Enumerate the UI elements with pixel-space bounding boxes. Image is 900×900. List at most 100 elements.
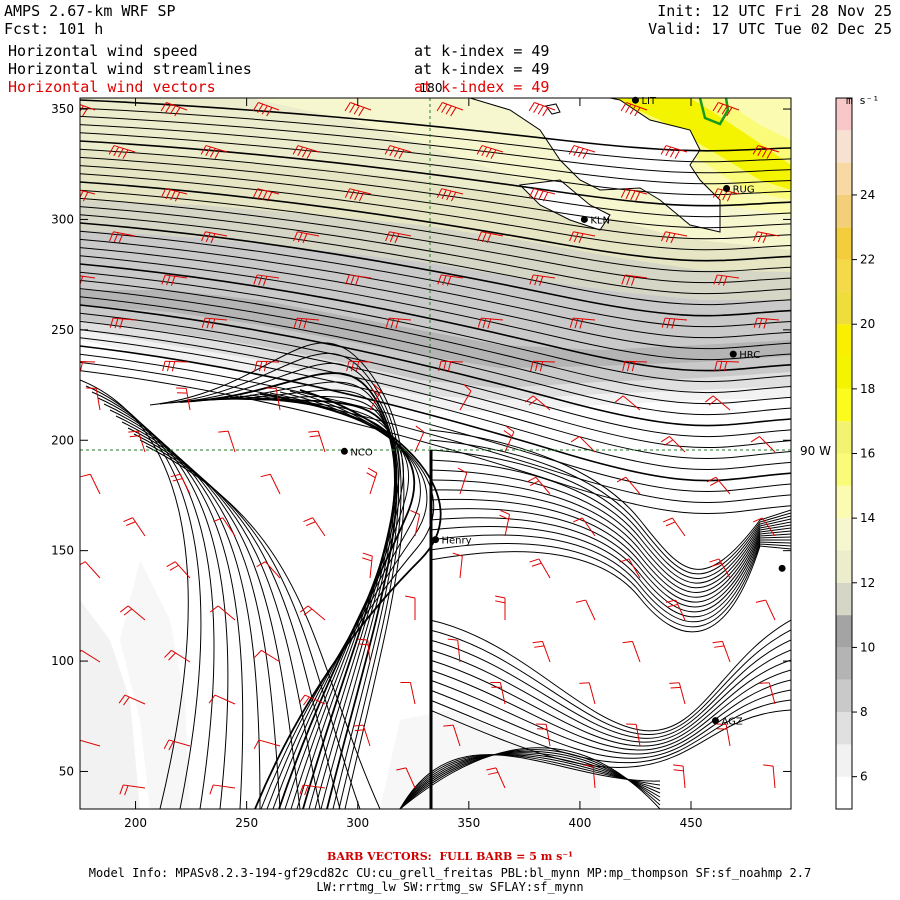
wind-barb <box>481 145 504 153</box>
wind-barb <box>257 188 280 195</box>
streamline <box>429 489 791 598</box>
y-tick-label: 350 <box>51 102 74 116</box>
wind-barb-flag <box>533 103 540 113</box>
wind-barb-flag <box>169 564 179 571</box>
wind-barb <box>213 784 236 789</box>
wind-barb-flag <box>389 232 395 243</box>
streamlines <box>80 99 791 809</box>
field-label-speed: Horizontal wind speed <box>8 42 198 60</box>
wind-barb-flag <box>384 145 391 155</box>
wind-barb <box>80 189 96 195</box>
wind-barb <box>625 188 648 195</box>
wind-barb-flag <box>758 318 763 329</box>
colorbar-label: 22 <box>860 253 875 267</box>
streamline <box>80 345 791 482</box>
streamline <box>429 639 791 739</box>
wind-barb-flag <box>108 145 115 155</box>
wind-barb-flag <box>303 318 308 329</box>
wind-barb-flag <box>671 318 676 329</box>
streamline <box>80 304 791 427</box>
colorbar-bin <box>836 582 852 616</box>
wind-barb-flag <box>665 521 676 527</box>
wind-barb-flag <box>717 189 723 200</box>
wind-barb-flag <box>626 361 631 372</box>
wind-barb-flag <box>303 696 310 706</box>
wind-barb <box>675 599 686 621</box>
streamline <box>429 649 791 743</box>
wind-barb-flag <box>441 189 447 200</box>
wind-barb-flag <box>303 517 313 523</box>
wind-barb-flag <box>200 145 207 155</box>
wind-barb-flag <box>488 771 499 775</box>
wind-barb-flag <box>80 190 84 199</box>
wind-barb <box>772 766 776 789</box>
field-label-streamlines: Horizontal wind streamlines <box>8 60 252 78</box>
streamline <box>80 329 791 460</box>
forecast-hour: Fcst: 101 h <box>4 20 104 38</box>
y-tick-label: 100 <box>51 654 74 668</box>
wind-barb-flag <box>302 233 308 244</box>
wind-barb-flag <box>481 146 488 156</box>
wind-barb-flag <box>253 274 258 285</box>
colorbar-bin <box>836 550 852 583</box>
wind-barb-flag <box>669 148 676 158</box>
colorbar-bin <box>836 615 852 648</box>
colorbar-bin <box>836 485 852 519</box>
wind-barb-flag <box>534 275 539 286</box>
wind-barb-flag <box>457 467 468 474</box>
wind-barb <box>532 395 551 411</box>
wind-barb-flag <box>170 190 176 201</box>
wind-barb <box>722 641 731 663</box>
colorbar-bin <box>836 679 852 713</box>
wind-barb <box>414 514 421 537</box>
wind-barb <box>369 390 382 411</box>
colorbar-bin <box>836 744 852 777</box>
wind-barb-flag <box>350 361 355 372</box>
station-label: LIT <box>641 96 657 107</box>
wind-barb-flag <box>718 361 723 372</box>
wind-barb-flag <box>673 769 684 772</box>
wind-barb <box>165 274 188 279</box>
wind-barb-flag <box>354 190 360 201</box>
wind-barb <box>573 317 596 321</box>
streamline <box>429 517 791 613</box>
wind-barb-flag <box>442 275 447 286</box>
wind-barb-flag <box>367 467 378 474</box>
streamline <box>80 337 791 470</box>
wind-barb-flag <box>252 102 259 112</box>
wind-barb-flag <box>256 561 266 568</box>
wind-barb <box>304 694 326 705</box>
wind-barb-flag <box>634 107 641 117</box>
wind-barb <box>389 231 412 237</box>
wind-barb <box>166 102 188 111</box>
wind-barb-flag <box>123 517 133 523</box>
x-tick-label: 200 <box>124 816 147 830</box>
wind-barb-flag <box>670 686 681 689</box>
wind-barb <box>171 649 191 663</box>
wind-barb-flag <box>722 276 728 286</box>
wind-barb-flag <box>665 232 671 243</box>
wind-barb-flag <box>577 148 584 158</box>
wind-barb-flag <box>500 509 510 515</box>
wind-barb-flag <box>309 435 320 438</box>
wind-barb-flag <box>292 145 299 155</box>
wind-barb <box>89 474 101 495</box>
wind-barb <box>573 145 596 153</box>
wind-barb <box>80 360 96 363</box>
wind-barb <box>185 388 191 411</box>
wind-barb <box>538 558 551 579</box>
colorbar-label: 6 <box>860 770 868 784</box>
wind-barb <box>80 104 96 111</box>
streamline <box>80 156 791 229</box>
wind-barb <box>441 188 464 195</box>
wind-barb-flag <box>726 191 733 202</box>
streamline <box>179 372 398 809</box>
station-label: NCO <box>350 447 372 458</box>
wind-barb-flag <box>344 102 351 112</box>
wind-barbs <box>80 102 780 796</box>
wind-barb <box>757 317 780 321</box>
wind-barb <box>665 145 688 153</box>
wind-barb-flag <box>753 317 758 328</box>
wind-barb-flag <box>714 645 725 648</box>
